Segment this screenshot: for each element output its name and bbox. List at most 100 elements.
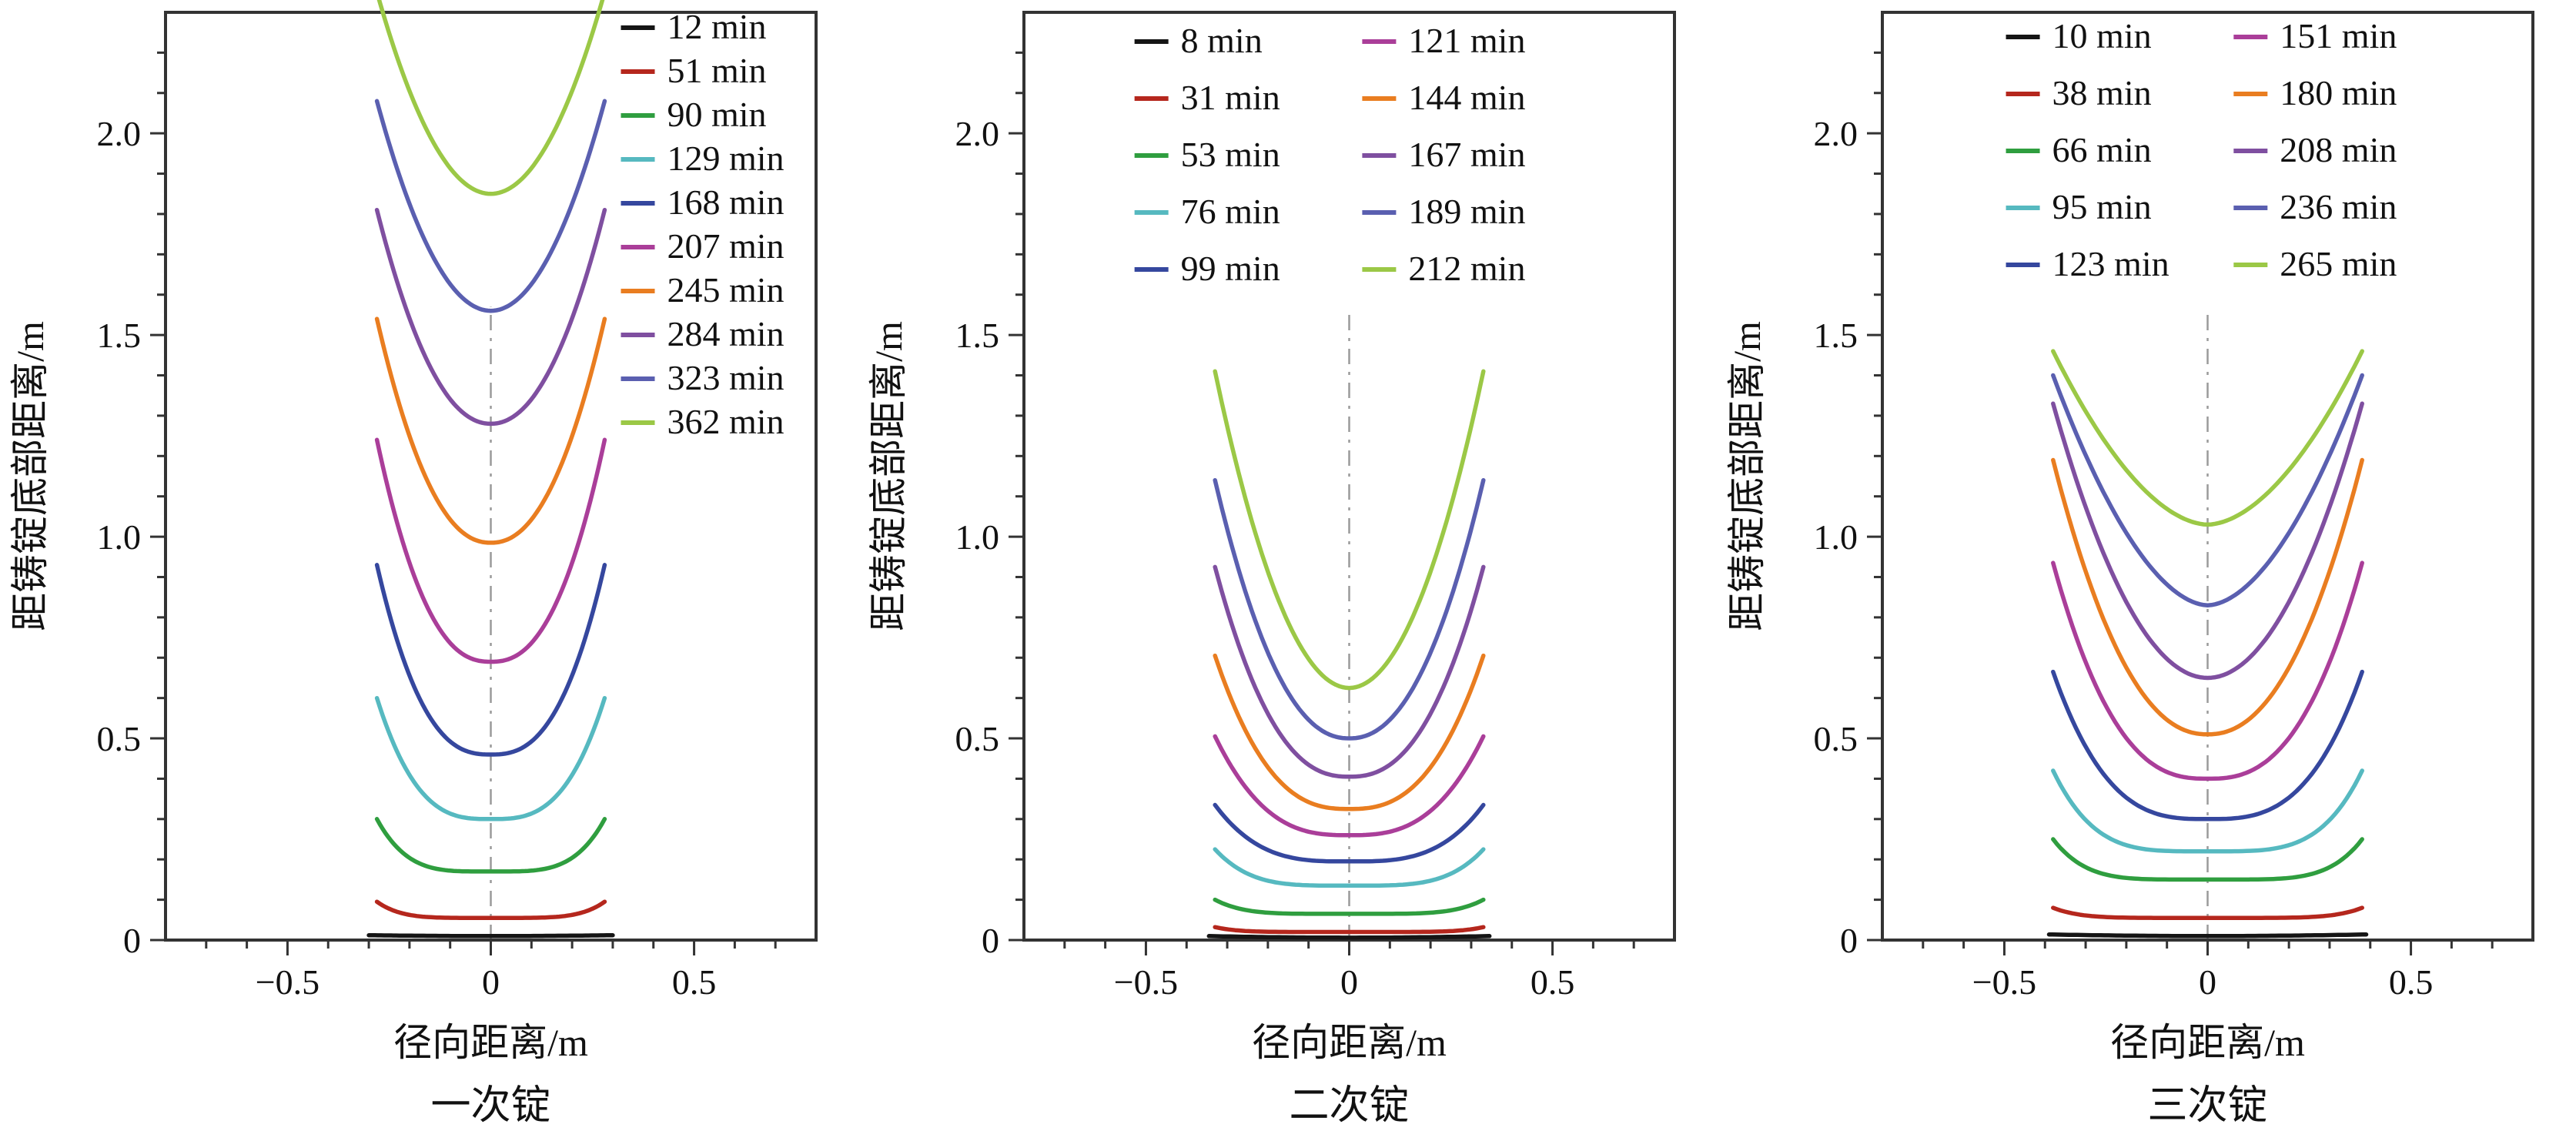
y-axis-tick-label: 1.5 bbox=[97, 316, 142, 355]
legend-item: 362 min bbox=[621, 402, 785, 441]
legend-label: 212 min bbox=[1408, 249, 1525, 288]
legend-item: 168 min bbox=[621, 182, 785, 222]
legend-label: 53 min bbox=[1181, 135, 1280, 174]
series-line bbox=[374, 99, 607, 313]
series-line bbox=[2051, 560, 2364, 781]
chart-svg: −0.5 0 0.5 0 0.5 1.0 1.5 2.0 10 min 38 min 66 min 9… bbox=[1725, 11, 2534, 1128]
legend-item: 265 min bbox=[2233, 244, 2397, 283]
y-axis-tick-label: 1.0 bbox=[1814, 517, 1858, 557]
legend-label: 95 min bbox=[2052, 187, 2152, 226]
series-line bbox=[374, 695, 607, 821]
series-line bbox=[1206, 934, 1492, 940]
legend-item: 245 min bbox=[621, 270, 785, 310]
legend-label: 99 min bbox=[1181, 249, 1280, 288]
legend-label: 38 min bbox=[2052, 73, 2152, 112]
legend-label: 180 min bbox=[2280, 73, 2397, 112]
legend-item: 121 min bbox=[1362, 21, 1525, 60]
x-axis-tick-label: 0.5 bbox=[1531, 962, 1575, 1002]
panel-caption: 一次锭 bbox=[430, 1084, 550, 1128]
legend-item: 236 min bbox=[2233, 187, 2397, 226]
legend-item: 151 min bbox=[2233, 16, 2397, 55]
series-line bbox=[2051, 457, 2364, 737]
x-axis-label: 径向距离/m bbox=[393, 1021, 588, 1064]
chart-panel-1: −0.5 0 0.5 0 0.5 1.0 1.5 2.0 12 min 51 min 90 min 1… bbox=[0, 0, 858, 1131]
x-axis-tick-label: 0 bbox=[1340, 962, 1358, 1002]
legend-label: 31 min bbox=[1181, 78, 1280, 117]
x-axis-tick-label: 0.5 bbox=[2389, 962, 2434, 1002]
legend-label: 167 min bbox=[1408, 135, 1525, 174]
y-axis-tick-label: 1.5 bbox=[1814, 316, 1858, 355]
y-axis-label: 距铸锭底部距离/m bbox=[8, 321, 52, 631]
series-line bbox=[2051, 349, 2364, 527]
chart-svg: −0.5 0 0.5 0 0.5 1.0 1.5 2.0 12 min 51 min 90 min 1… bbox=[8, 0, 818, 1128]
series-line bbox=[2051, 669, 2364, 821]
legend-item: 51 min bbox=[621, 51, 767, 90]
legend-label: 362 min bbox=[667, 402, 785, 441]
series-line bbox=[1213, 802, 1486, 864]
legend-label: 66 min bbox=[2052, 130, 2152, 169]
series-line bbox=[1213, 925, 1486, 935]
legend-label: 51 min bbox=[667, 51, 767, 90]
series-line bbox=[2051, 837, 2364, 882]
legend-item: 207 min bbox=[621, 226, 785, 266]
legend-item: 8 min bbox=[1134, 21, 1263, 60]
x-axis-tick-label: 0 bbox=[2199, 962, 2216, 1002]
chart-panel-2: −0.5 0 0.5 0 0.5 1.0 1.5 2.0 8 min 31 min 53 min 76… bbox=[858, 0, 1717, 1131]
x-axis-tick-label: −0.5 bbox=[1972, 962, 2036, 1002]
legend-item: 53 min bbox=[1134, 135, 1280, 174]
legend-item: 123 min bbox=[2006, 244, 2170, 283]
series-line bbox=[374, 437, 607, 664]
legend-label: 323 min bbox=[667, 358, 785, 397]
series-line bbox=[1213, 477, 1486, 741]
chart-panel-3: −0.5 0 0.5 0 0.5 1.0 1.5 2.0 10 min 38 min 66 min 9… bbox=[1717, 0, 2575, 1131]
legend-label: 123 min bbox=[2052, 244, 2170, 283]
y-axis-tick-label: 1.0 bbox=[955, 517, 1000, 557]
series-line bbox=[1213, 734, 1486, 838]
series-line bbox=[1213, 369, 1486, 691]
legend-item: 10 min bbox=[2006, 16, 2152, 55]
legend-label: 168 min bbox=[667, 182, 785, 222]
x-axis-tick-label: 0 bbox=[482, 962, 500, 1002]
series-line bbox=[374, 817, 607, 874]
y-axis-label: 距铸锭底部距离/m bbox=[1725, 321, 1768, 631]
y-axis-tick-label: 0.5 bbox=[97, 719, 142, 758]
legend-label: 10 min bbox=[2052, 16, 2152, 55]
series-line bbox=[1213, 653, 1486, 811]
legend-label: 151 min bbox=[2280, 16, 2397, 55]
legend-item: 31 min bbox=[1134, 78, 1280, 117]
panel-caption: 二次锭 bbox=[1289, 1084, 1409, 1128]
y-axis-tick-label: 2.0 bbox=[955, 114, 1000, 153]
series-line bbox=[374, 316, 607, 545]
chart-svg: −0.5 0 0.5 0 0.5 1.0 1.5 2.0 8 min 31 min 53 min 76… bbox=[867, 11, 1676, 1128]
legend-item: 284 min bbox=[621, 314, 785, 353]
y-axis-label: 距铸锭底部距离/m bbox=[867, 321, 910, 631]
legend-label: 76 min bbox=[1181, 192, 1280, 231]
legend-item: 66 min bbox=[2006, 130, 2152, 169]
y-axis-tick-label: 0 bbox=[123, 921, 141, 960]
legend-label: 90 min bbox=[667, 95, 767, 134]
series-line bbox=[374, 207, 607, 427]
legend-item: 12 min bbox=[621, 7, 767, 46]
series-line bbox=[2051, 401, 2364, 681]
legend-label: 189 min bbox=[1408, 192, 1525, 231]
legend-label: 144 min bbox=[1408, 78, 1525, 117]
series-line bbox=[2051, 768, 2364, 854]
x-axis-label: 径向距离/m bbox=[2110, 1021, 2305, 1064]
legend-label: 265 min bbox=[2280, 244, 2397, 283]
legend-item: 180 min bbox=[2233, 73, 2397, 112]
legend-label: 208 min bbox=[2280, 130, 2397, 169]
series-line bbox=[1213, 897, 1486, 916]
legend-item: 167 min bbox=[1362, 135, 1525, 174]
legend-item: 90 min bbox=[621, 95, 767, 134]
x-axis-tick-label: −0.5 bbox=[1114, 962, 1178, 1002]
series-line bbox=[376, 0, 605, 196]
series-line bbox=[366, 932, 615, 939]
y-axis-tick-label: 1.5 bbox=[955, 316, 1000, 355]
y-axis-tick-label: 2.0 bbox=[1814, 114, 1858, 153]
series-line bbox=[2051, 905, 2364, 920]
legend-item: 323 min bbox=[621, 358, 785, 397]
y-axis-tick-label: 0.5 bbox=[1814, 719, 1858, 758]
series-line bbox=[2046, 932, 2369, 939]
legend-label: 121 min bbox=[1408, 21, 1525, 60]
